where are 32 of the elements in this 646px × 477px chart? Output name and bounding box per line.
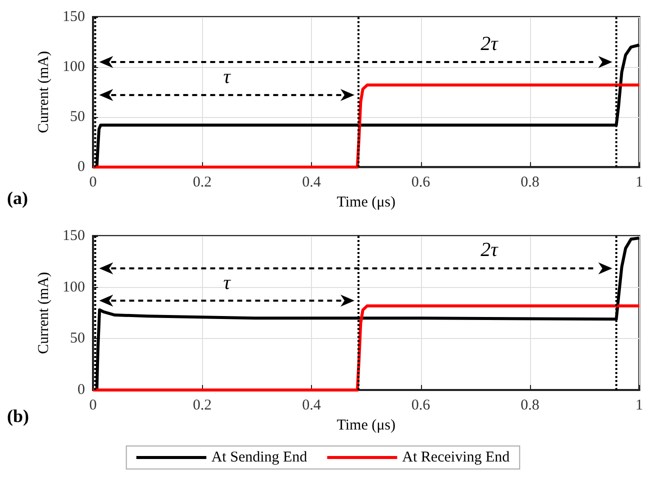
x-tick-label: 1 xyxy=(636,174,643,191)
legend-label: At Sending End xyxy=(211,450,308,466)
annotation: 2τ xyxy=(480,238,500,262)
x-tick-label: 1 xyxy=(636,398,643,414)
x-tick-label: 0.4 xyxy=(302,174,322,191)
annotation: τ xyxy=(222,270,232,295)
text: (a) xyxy=(7,188,28,208)
y-tick-label: 50 xyxy=(70,109,85,126)
x-tick-label: 0 xyxy=(89,174,97,191)
x-tick-label: 0.6 xyxy=(411,398,431,414)
x-tick-label: 0.8 xyxy=(520,174,540,191)
x-tick-label: 0.2 xyxy=(192,398,212,414)
y-axis-title: Current (mA) xyxy=(36,272,52,354)
y-tick-label: 100 xyxy=(62,59,85,76)
x-tick-label: 0 xyxy=(89,398,97,414)
annotation: τ xyxy=(222,65,232,90)
y-tick-label: 100 xyxy=(62,279,85,296)
y-tick-label: 0 xyxy=(78,382,85,398)
x-tick-label: 0.4 xyxy=(302,398,322,414)
x-tick-label: 0.8 xyxy=(520,398,540,414)
y-tick-label: 150 xyxy=(62,228,85,244)
y-tick-label: 150 xyxy=(62,9,85,25)
text: (b) xyxy=(7,406,30,426)
annotation: 2τ xyxy=(480,32,500,56)
y-tick-label: 0 xyxy=(78,159,85,176)
x-tick-label: 0.6 xyxy=(411,174,431,191)
y-axis-title: Current (mA) xyxy=(36,51,52,134)
x-axis-title: Time (μs) xyxy=(336,417,396,434)
y-tick-label: 50 xyxy=(70,330,85,347)
x-axis-title: Time (μs) xyxy=(336,194,396,210)
x-tick-label: 0.2 xyxy=(192,174,212,191)
legend-label: At Receiving End xyxy=(402,450,510,466)
